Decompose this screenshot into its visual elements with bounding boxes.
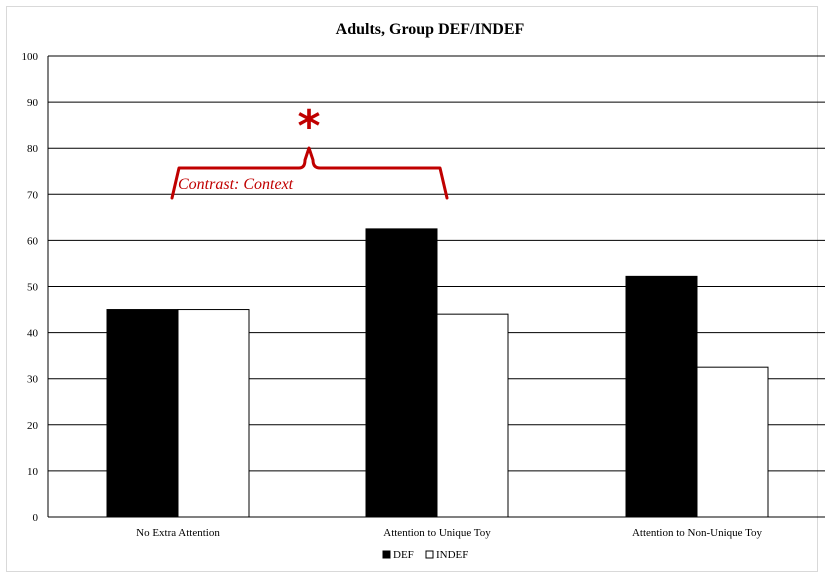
contrast-label: Contrast: Context: [178, 176, 294, 193]
y-tick-label: 50: [27, 282, 39, 294]
bars: [106, 228, 769, 518]
y-tick-label: 100: [22, 51, 39, 63]
significance-asterisk: *: [297, 101, 320, 152]
y-axis-ticks: 0 10 20 30 40 50 60 70 80 90 100: [22, 51, 39, 524]
bar-indef-1: [177, 309, 250, 518]
x-category-label: Attention to Unique Toy: [383, 527, 491, 539]
x-category-label: No Extra Attention: [136, 527, 220, 539]
legend: DEF INDEF: [382, 549, 468, 561]
bar-def-3: [625, 275, 698, 518]
legend-label-indef: INDEF: [436, 549, 468, 561]
y-tick-label: 40: [27, 328, 39, 340]
legend-swatch-indef: [425, 550, 434, 559]
chart-title: Adults, Group DEF/INDEF: [336, 21, 525, 38]
bar-def-2: [365, 228, 438, 518]
x-category-label: Attention to Non-Unique Toy: [632, 527, 763, 539]
y-tick-label: 60: [27, 235, 39, 247]
y-tick-label: 90: [27, 97, 39, 109]
legend-label-def: DEF: [393, 549, 414, 561]
y-tick-label: 20: [27, 420, 39, 432]
bar-indef-3: [696, 366, 769, 518]
y-tick-label: 80: [27, 143, 39, 155]
bar-def-1: [106, 309, 179, 518]
contrast-annotation: Contrast: Context *: [170, 101, 449, 200]
y-tick-label: 0: [33, 512, 39, 524]
bar-indef-2: [436, 313, 509, 518]
x-axis-categories: No Extra Attention Attention to Unique To…: [136, 527, 762, 539]
y-tick-label: 30: [27, 374, 39, 386]
y-tick-label: 70: [27, 189, 39, 201]
contrast-bracket: [170, 146, 449, 200]
legend-swatch-def: [382, 550, 391, 559]
y-tick-label: 10: [27, 466, 39, 478]
